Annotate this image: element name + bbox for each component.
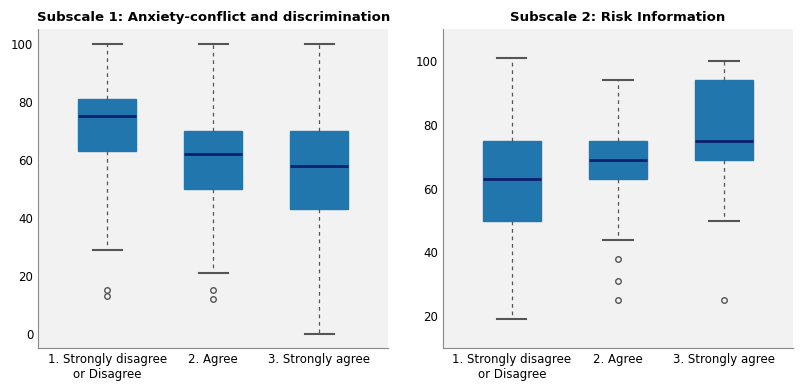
PathPatch shape	[184, 131, 242, 189]
PathPatch shape	[694, 80, 752, 160]
Title: Subscale 2: Risk Information: Subscale 2: Risk Information	[510, 11, 724, 24]
PathPatch shape	[78, 99, 137, 151]
PathPatch shape	[290, 131, 348, 209]
Title: Subscale 1: Anxiety-conflict and discrimination: Subscale 1: Anxiety-conflict and discrim…	[36, 11, 389, 24]
PathPatch shape	[482, 141, 540, 221]
PathPatch shape	[588, 141, 646, 179]
